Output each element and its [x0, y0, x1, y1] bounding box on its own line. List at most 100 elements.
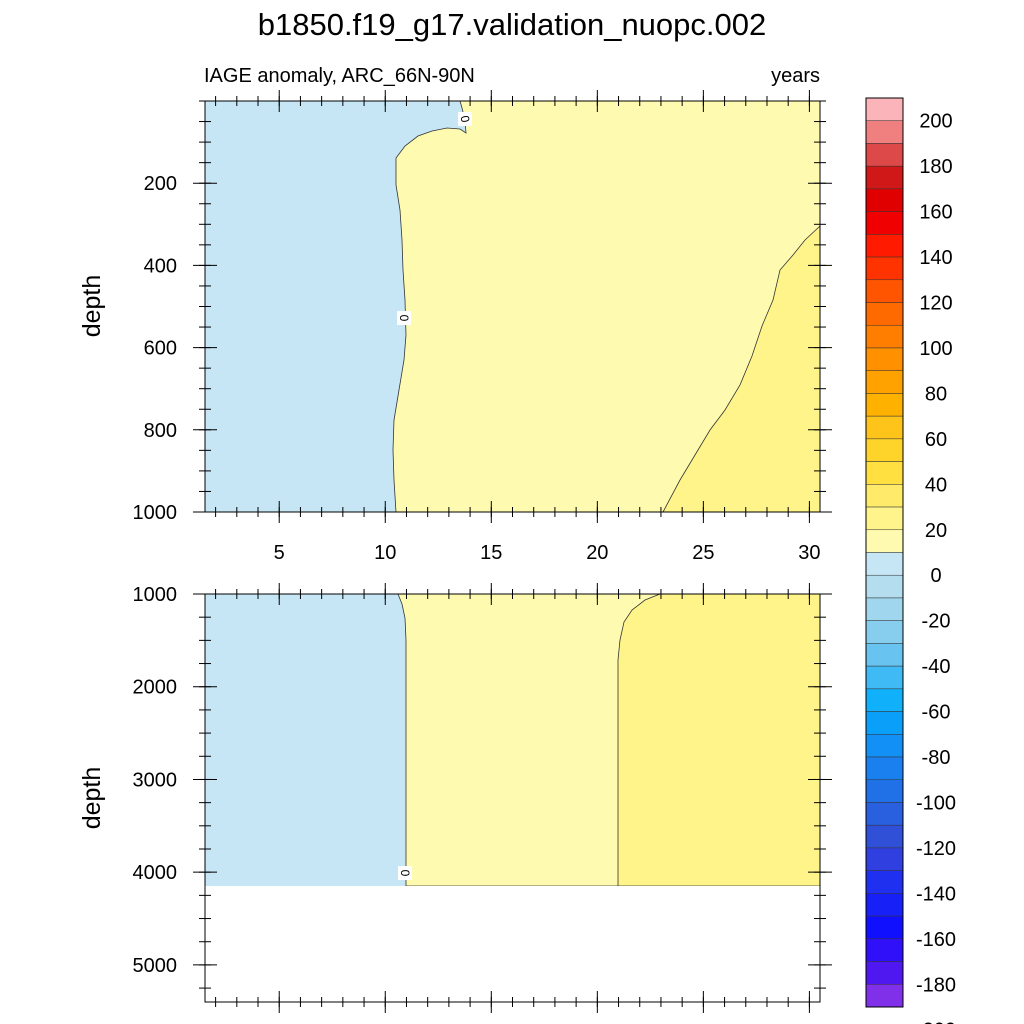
colorbar-swatch — [865, 506, 904, 531]
colorbar-swatch — [865, 438, 904, 462]
colorbar-swatch — [865, 393, 904, 417]
x-tick-label: 30 — [798, 542, 820, 564]
chart-subtitle-right: years — [771, 65, 820, 87]
colorbar-label: -120 — [916, 838, 956, 860]
colorbar-swatch — [865, 461, 904, 485]
contour-label: 0 — [397, 315, 411, 322]
x-tick-label: 10 — [374, 542, 396, 564]
colorbar-swatch — [865, 961, 904, 985]
contour-label: 0 — [458, 114, 473, 123]
colorbar-swatch — [865, 620, 904, 644]
y-tick-label: 800 — [144, 420, 177, 442]
upper-y-axis-label: depth — [78, 275, 106, 338]
colorbar-swatch — [865, 984, 904, 1008]
colorbar-swatch — [865, 734, 904, 758]
colorbar-label: 0 — [930, 565, 941, 587]
colorbar-swatch — [865, 847, 904, 871]
lower-contour-label: 0 — [398, 866, 412, 880]
lower-y-ticks: 1000 2000 3000 4000 5000 — [133, 584, 832, 989]
colorbar: 200180160140120100806040200-20-40-60-80-… — [865, 97, 956, 1024]
colorbar-swatch — [865, 711, 904, 735]
colorbar-label: -60 — [922, 702, 951, 724]
colorbar-swatch — [865, 552, 904, 576]
colorbar-swatch — [865, 256, 904, 281]
colorbar-swatch — [865, 870, 904, 894]
colorbar-frame — [865, 97, 904, 1008]
colorbar-swatch — [865, 143, 904, 167]
colorbar-label: 180 — [919, 156, 952, 178]
colorbar-label: -100 — [916, 792, 956, 814]
colorbar-swatch — [865, 597, 904, 621]
lower-y-axis-label: depth — [78, 767, 106, 830]
colorbar-swatch — [865, 938, 904, 962]
x-tick-label: 5 — [274, 542, 285, 564]
colorbar-swatch — [865, 211, 904, 235]
colorbar-label: -160 — [916, 929, 956, 951]
colorbar-swatch — [865, 915, 904, 940]
colorbar-swatch — [865, 688, 904, 712]
lower-x-ticks — [215, 583, 810, 1013]
colorbar-swatch — [865, 802, 904, 826]
colorbar-swatch — [865, 484, 904, 508]
colorbar-label: -200 — [916, 1020, 956, 1024]
colorbar-label: 20 — [925, 520, 947, 542]
y-tick-label: 3000 — [133, 769, 178, 791]
colorbar-label: -180 — [916, 974, 956, 996]
y-tick-label: 600 — [144, 338, 177, 360]
colorbar-label: 160 — [919, 202, 952, 224]
colorbar-swatch — [865, 188, 904, 212]
colorbar-swatch — [865, 234, 904, 258]
colorbar-label: 40 — [925, 474, 947, 496]
colorbar-swatch — [865, 370, 904, 394]
y-tick-label: 5000 — [133, 955, 178, 977]
colorbar-swatch — [865, 325, 904, 349]
y-tick-label: 2000 — [133, 677, 178, 699]
chart-subtitle-left: IAGE anomaly, ARC_66N-90N — [204, 65, 475, 87]
colorbar-label: -140 — [916, 883, 956, 905]
colorbar-swatch — [865, 97, 904, 121]
colorbar-label: 100 — [919, 338, 952, 360]
colorbar-swatch — [865, 893, 904, 917]
colorbar-swatch — [865, 574, 904, 599]
colorbar-swatch — [865, 779, 904, 803]
chart-title: b1850.f19_g17.validation_nuopc.002 — [258, 7, 767, 42]
x-tick-label: 20 — [586, 542, 608, 564]
colorbar-label: -80 — [922, 747, 951, 769]
upper-y-ticks: 200 400 600 800 1000 — [133, 100, 832, 524]
colorbar-label: 60 — [925, 429, 947, 451]
upper-panel: 0 0 200 400 600 800 1000 depth 5 10 15 20 25 30 — [78, 90, 832, 564]
y-tick-label: 4000 — [133, 862, 178, 884]
y-tick-label: 1000 — [133, 502, 178, 524]
colorbar-swatch — [865, 824, 904, 849]
lower-panel: 0 1000 2000 3000 4000 5000 depth — [78, 583, 832, 1013]
y-tick-label: 1000 — [133, 584, 178, 606]
colorbar-swatch — [865, 665, 904, 690]
upper-region-ten-to-twenty — [662, 225, 821, 513]
contour-label: 0 — [398, 870, 412, 877]
colorbar-label: 80 — [925, 383, 947, 405]
colorbar-swatch — [865, 415, 904, 440]
upper-region-zero-to-ten — [392, 100, 821, 513]
x-tick-label: 15 — [480, 542, 502, 564]
lower-no-data-area — [205, 886, 820, 1002]
colorbar-swatch — [865, 643, 904, 667]
y-tick-label: 400 — [144, 255, 177, 277]
colorbar-swatch — [865, 302, 904, 326]
colorbar-swatch — [865, 347, 904, 371]
y-tick-label: 200 — [144, 173, 177, 195]
upper-contour-label-mid: 0 — [397, 311, 411, 325]
lower-region-ten-to-twenty — [617, 593, 821, 887]
colorbar-label: 200 — [919, 111, 952, 133]
colorbar-label: -40 — [922, 656, 951, 678]
upper-contour-label-top: 0 — [458, 112, 473, 126]
colorbar-label: 120 — [919, 293, 952, 315]
colorbar-swatch — [865, 529, 904, 553]
colorbar-swatch — [865, 279, 904, 303]
x-tick-label: 25 — [692, 542, 714, 564]
upper-x-ticks: 5 10 15 20 25 30 — [215, 90, 821, 564]
colorbar-swatch — [865, 120, 904, 144]
colorbar-label: 140 — [919, 247, 952, 269]
colorbar-swatch — [865, 165, 904, 190]
colorbar-swatch — [865, 756, 904, 781]
